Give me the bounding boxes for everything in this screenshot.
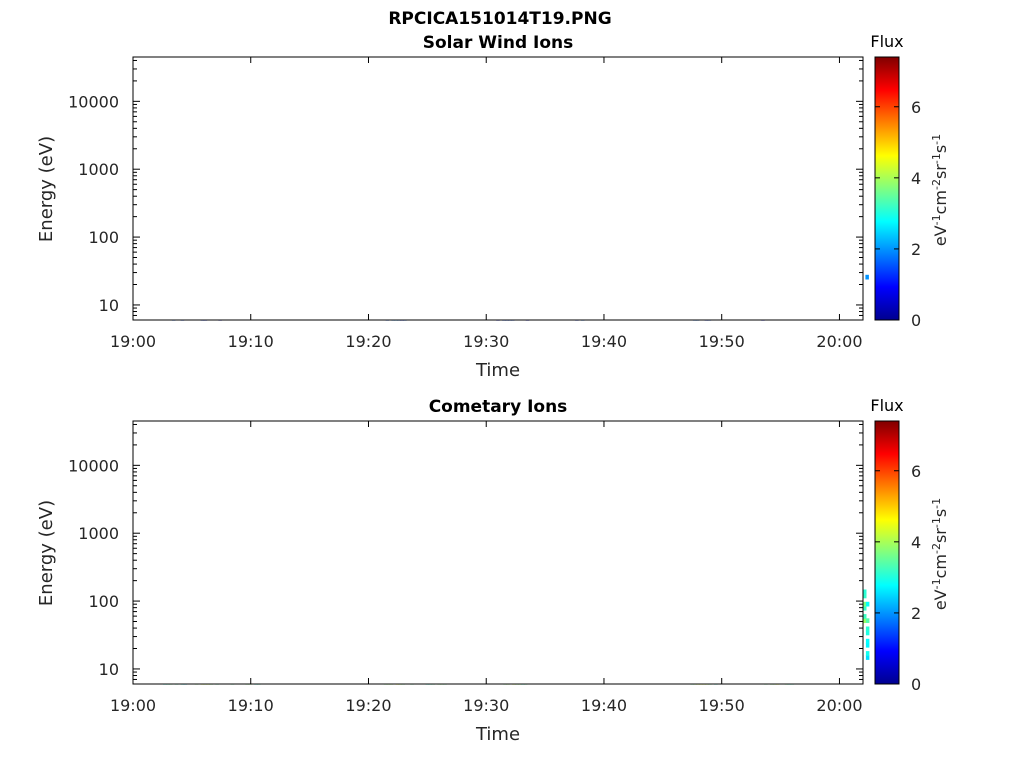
x-tick-label: 19:30 — [463, 696, 509, 715]
colorbar-tick-label: 4 — [911, 169, 921, 188]
colorbar-tick-label: 4 — [911, 533, 921, 552]
y-tick-label: 1000 — [78, 524, 119, 543]
spectrogram-cell — [863, 618, 867, 623]
x-tick-label: 19:20 — [345, 696, 391, 715]
y-tick-label: 10 — [99, 296, 119, 315]
x-tick-label: 19:00 — [110, 696, 156, 715]
spectrogram-cell — [865, 626, 870, 632]
x-axis-label: Time — [475, 360, 520, 381]
colorbar-tick-label: 0 — [911, 311, 921, 330]
spectrogram-cell — [865, 601, 870, 607]
spectrogram-cell — [865, 638, 870, 644]
colorbar-unit-label: eV-1cm-2sr-1s-1 — [930, 134, 951, 246]
solar-wind-panel: Solar Wind Ions Time Energy (eV) Flux eV… — [36, 32, 950, 381]
x-tick-label: 19:50 — [699, 332, 745, 351]
spectrogram-cell — [865, 655, 870, 660]
spectrogram-cell — [865, 642, 870, 648]
axes-frame — [132, 56, 864, 321]
x-tick-label: 19:10 — [228, 332, 274, 351]
spectrogram-cell — [865, 274, 869, 280]
colorbar-tick-label: 6 — [911, 98, 921, 117]
axes-frame — [132, 420, 864, 685]
colorbar-tick-label: 6 — [911, 462, 921, 481]
y-tick-label: 100 — [88, 228, 119, 247]
x-tick-label: 19:20 — [345, 332, 391, 351]
y-axis-label: Energy (eV) — [36, 500, 57, 606]
spectrogram-cell — [863, 601, 867, 607]
x-tick-label: 19:50 — [699, 696, 745, 715]
y-tick-label: 10000 — [68, 92, 119, 111]
panel-title: Solar Wind Ions — [423, 33, 574, 53]
spectrogram-cell — [863, 593, 867, 599]
spectrogram-cell — [865, 618, 870, 623]
x-tick-label: 19:10 — [228, 696, 274, 715]
x-axis-label: Time — [475, 724, 520, 745]
figure-title: RPCICA151014T19.PNG — [388, 9, 611, 29]
spectrogram-cell — [865, 651, 870, 656]
x-tick-label: 19:00 — [110, 332, 156, 351]
y-tick-label: 10000 — [68, 456, 119, 475]
colorbar — [874, 420, 900, 685]
x-tick-label: 19:40 — [581, 332, 627, 351]
spectrogram-cell — [865, 630, 870, 636]
colorbar-unit-label: eV-1cm-2sr-1s-1 — [930, 498, 951, 610]
colorbar — [874, 56, 900, 321]
colorbar-tick-label: 0 — [911, 675, 921, 694]
colorbar-title: Flux — [870, 396, 903, 415]
y-axis-label: Energy (eV) — [36, 136, 57, 242]
x-tick-label: 19:40 — [581, 696, 627, 715]
spectrogram-cell — [863, 614, 867, 619]
y-tick-label: 10 — [99, 660, 119, 679]
colorbar-tick-label: 2 — [911, 604, 921, 623]
spectrogram-cell — [863, 589, 867, 595]
x-tick-label: 20:00 — [816, 696, 862, 715]
panel-title: Cometary Ions — [429, 397, 568, 417]
colorbar-title: Flux — [870, 32, 903, 51]
y-tick-label: 1000 — [78, 160, 119, 179]
y-tick-label: 100 — [88, 592, 119, 611]
x-tick-label: 20:00 — [816, 332, 862, 351]
x-tick-label: 19:30 — [463, 332, 509, 351]
cometary-panel: Cometary Ions Time Energy (eV) Flux eV-1… — [36, 396, 950, 745]
colorbar-tick-label: 2 — [911, 240, 921, 259]
spectrogram-cell — [863, 605, 867, 611]
